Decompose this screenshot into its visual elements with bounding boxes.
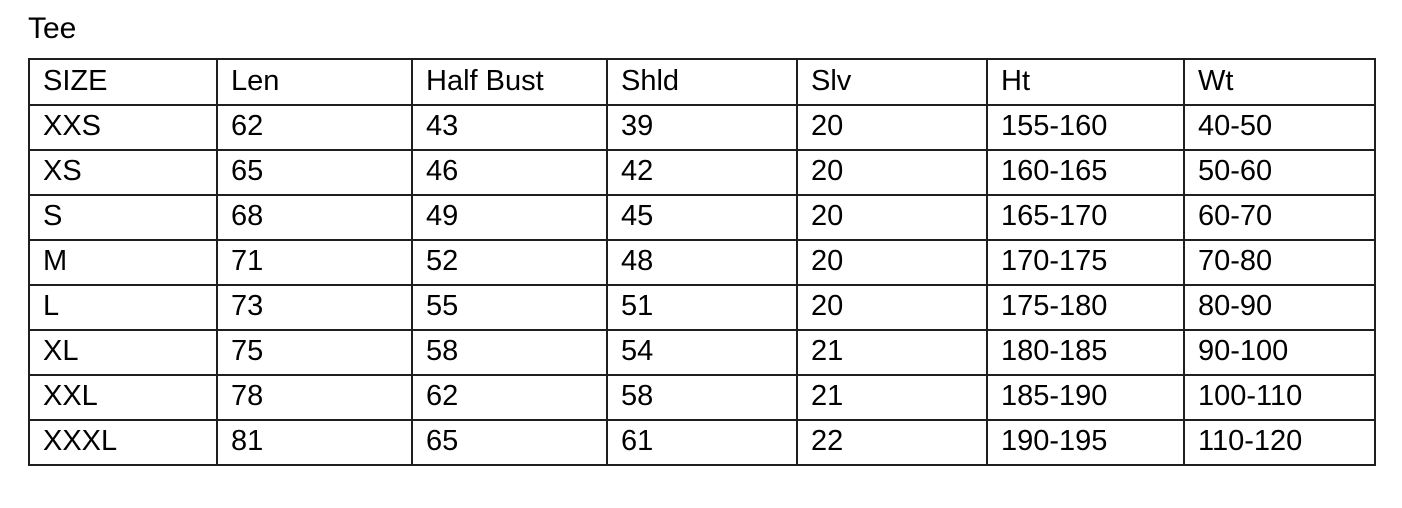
- cell-len: 65: [216, 149, 413, 196]
- column-header-len: Len: [216, 58, 413, 106]
- table-row: S 68 49 45 20 165-170 60-70: [28, 194, 1376, 241]
- cell-ht: 170-175: [986, 239, 1185, 286]
- cell-shld: 54: [606, 329, 798, 376]
- cell-ht: 185-190: [986, 374, 1185, 421]
- cell-wt: 110-120: [1183, 419, 1376, 466]
- cell-size: S: [28, 194, 218, 241]
- cell-slv: 20: [796, 239, 988, 286]
- cell-size: XS: [28, 149, 218, 196]
- cell-shld: 48: [606, 239, 798, 286]
- cell-half-bust: 58: [411, 329, 608, 376]
- cell-shld: 42: [606, 149, 798, 196]
- cell-size: L: [28, 284, 218, 331]
- cell-half-bust: 49: [411, 194, 608, 241]
- cell-shld: 58: [606, 374, 798, 421]
- column-header-slv: Slv: [796, 58, 988, 106]
- table-row: XS 65 46 42 20 160-165 50-60: [28, 149, 1376, 196]
- cell-ht: 155-160: [986, 104, 1185, 151]
- table-row: XXS 62 43 39 20 155-160 40-50: [28, 104, 1376, 151]
- table-row: L 73 55 51 20 175-180 80-90: [28, 284, 1376, 331]
- cell-slv: 20: [796, 104, 988, 151]
- column-header-size: SIZE: [28, 58, 218, 106]
- cell-half-bust: 65: [411, 419, 608, 466]
- cell-wt: 100-110: [1183, 374, 1376, 421]
- column-header-ht: Ht: [986, 58, 1185, 106]
- cell-size: XXL: [28, 374, 218, 421]
- cell-size: M: [28, 239, 218, 286]
- cell-size: XL: [28, 329, 218, 376]
- cell-len: 71: [216, 239, 413, 286]
- table-header-row: SIZE Len Half Bust Shld Slv Ht Wt: [28, 58, 1376, 106]
- cell-slv: 20: [796, 194, 988, 241]
- cell-ht: 190-195: [986, 419, 1185, 466]
- cell-slv: 21: [796, 329, 988, 376]
- cell-ht: 180-185: [986, 329, 1185, 376]
- cell-shld: 61: [606, 419, 798, 466]
- cell-slv: 20: [796, 149, 988, 196]
- cell-ht: 175-180: [986, 284, 1185, 331]
- cell-wt: 40-50: [1183, 104, 1376, 151]
- cell-len: 68: [216, 194, 413, 241]
- column-header-shld: Shld: [606, 58, 798, 106]
- cell-half-bust: 55: [411, 284, 608, 331]
- cell-half-bust: 52: [411, 239, 608, 286]
- column-header-wt: Wt: [1183, 58, 1376, 106]
- table-row: XXL 78 62 58 21 185-190 100-110: [28, 374, 1376, 421]
- cell-wt: 60-70: [1183, 194, 1376, 241]
- cell-slv: 22: [796, 419, 988, 466]
- cell-slv: 21: [796, 374, 988, 421]
- cell-half-bust: 46: [411, 149, 608, 196]
- cell-half-bust: 62: [411, 374, 608, 421]
- table-row: XXXL 81 65 61 22 190-195 110-120: [28, 419, 1376, 466]
- cell-len: 78: [216, 374, 413, 421]
- cell-shld: 39: [606, 104, 798, 151]
- column-header-half-bust: Half Bust: [411, 58, 608, 106]
- cell-wt: 70-80: [1183, 239, 1376, 286]
- page-title: Tee: [28, 12, 77, 45]
- cell-len: 62: [216, 104, 413, 151]
- size-chart-table: SIZE Len Half Bust Shld Slv Ht Wt XXS 62…: [28, 58, 1376, 466]
- cell-ht: 165-170: [986, 194, 1185, 241]
- table-row: M 71 52 48 20 170-175 70-80: [28, 239, 1376, 286]
- cell-ht: 160-165: [986, 149, 1185, 196]
- cell-wt: 50-60: [1183, 149, 1376, 196]
- cell-size: XXXL: [28, 419, 218, 466]
- cell-size: XXS: [28, 104, 218, 151]
- cell-len: 81: [216, 419, 413, 466]
- cell-len: 75: [216, 329, 413, 376]
- table-row: XL 75 58 54 21 180-185 90-100: [28, 329, 1376, 376]
- cell-len: 73: [216, 284, 413, 331]
- cell-wt: 90-100: [1183, 329, 1376, 376]
- cell-shld: 45: [606, 194, 798, 241]
- cell-half-bust: 43: [411, 104, 608, 151]
- cell-slv: 20: [796, 284, 988, 331]
- cell-wt: 80-90: [1183, 284, 1376, 331]
- cell-shld: 51: [606, 284, 798, 331]
